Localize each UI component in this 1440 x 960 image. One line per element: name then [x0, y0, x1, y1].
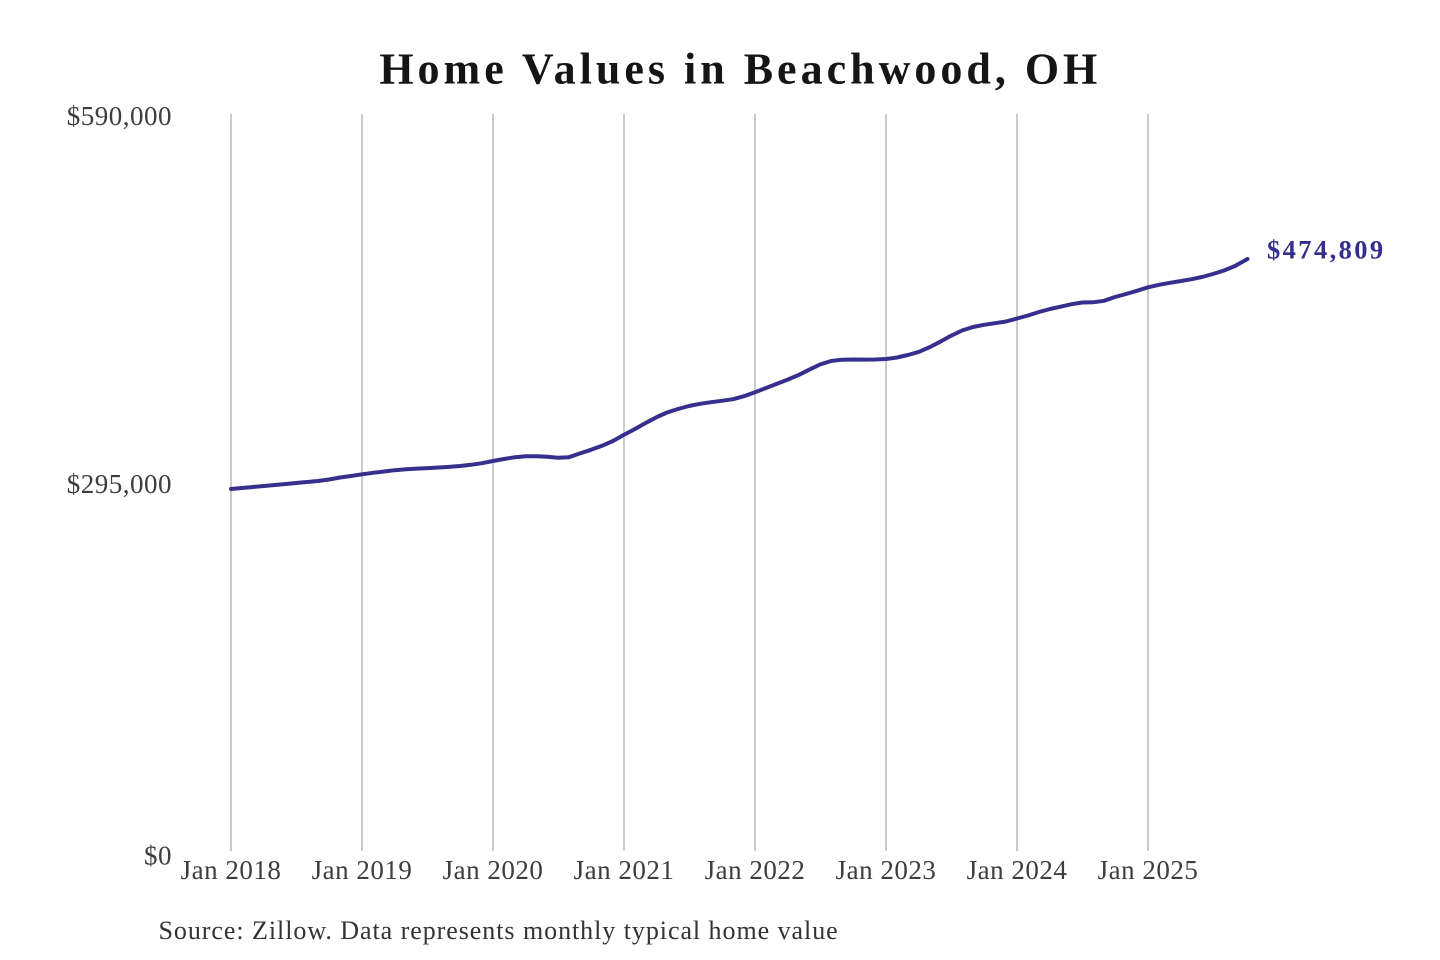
- svg-text:$295,000: $295,000: [67, 469, 172, 499]
- svg-text:Jan 2023: Jan 2023: [836, 855, 937, 885]
- svg-text:$474,809: $474,809: [1267, 235, 1386, 265]
- svg-text:$0: $0: [144, 841, 172, 871]
- svg-text:Jan 2025: Jan 2025: [1098, 855, 1199, 885]
- svg-text:Jan 2019: Jan 2019: [312, 855, 413, 885]
- svg-text:Jan 2021: Jan 2021: [574, 855, 675, 885]
- svg-text:Jan 2018: Jan 2018: [181, 855, 282, 885]
- svg-text:Source: Zillow. Data represent: Source: Zillow. Data represents monthly …: [159, 916, 839, 945]
- svg-text:Jan 2024: Jan 2024: [967, 855, 1068, 885]
- svg-text:Home Values in Beachwood, OH: Home Values in Beachwood, OH: [379, 44, 1101, 93]
- svg-text:$590,000: $590,000: [67, 101, 172, 131]
- svg-text:Jan 2020: Jan 2020: [443, 855, 544, 885]
- svg-text:Jan 2022: Jan 2022: [705, 855, 806, 885]
